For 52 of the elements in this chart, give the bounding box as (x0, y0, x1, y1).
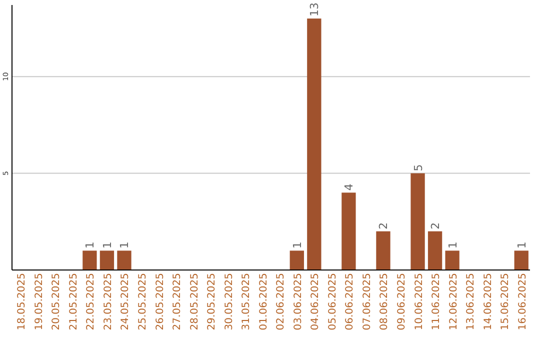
x-tick-label: 07.06.2025 (362, 273, 373, 330)
x-tick-label: 22.05.2025 (86, 273, 97, 330)
x-tick-label: 15.06.2025 (500, 273, 512, 330)
x-tick-label: 13.06.2025 (466, 273, 477, 330)
x-tick-label: 18.05.2025 (16, 273, 28, 330)
data-label: 2 (377, 222, 390, 230)
bar (376, 231, 390, 270)
x-tick-label: 27.05.2025 (172, 273, 184, 330)
bar (428, 231, 442, 270)
x-tick-label: 04.06.2025 (310, 273, 322, 330)
x-tick-label: 23.05.2025 (102, 273, 114, 330)
data-label: 13 (308, 2, 322, 17)
x-tick-label: 01.06.2025 (258, 273, 270, 330)
bar (117, 250, 132, 270)
x-tick-label: 30.05.2025 (224, 273, 235, 330)
x-tick-label: 05.06.2025 (327, 273, 338, 330)
x-tick-label: 16.06.2025 (517, 273, 528, 330)
x-tick-label: 20.05.2025 (51, 273, 62, 330)
x-tick-label: 21.05.2025 (68, 273, 80, 330)
x-tick-label: 26.05.2025 (154, 273, 166, 330)
x-tick-label: 14.06.2025 (482, 273, 494, 330)
data-label: 1 (446, 242, 460, 249)
bar (100, 250, 114, 270)
data-label: 1 (290, 242, 304, 249)
x-tick-label: 12.06.2025 (448, 273, 460, 330)
x-tick-label: 06.06.2025 (344, 273, 356, 330)
data-label: 5 (412, 164, 425, 172)
x-tick-label: 28.05.2025 (189, 273, 200, 330)
x-tick-label: 08.06.2025 (379, 273, 390, 330)
bar (514, 250, 528, 270)
x-tick-label: 03.06.2025 (292, 273, 304, 330)
data-label: 2 (429, 222, 442, 230)
data-label: 4 (342, 184, 356, 191)
bar (82, 250, 97, 270)
x-tick-label: 19.05.2025 (34, 273, 45, 330)
x-tick-label: 10.06.2025 (414, 273, 425, 330)
data-label: 1 (100, 242, 114, 249)
bar (342, 192, 356, 270)
x-tick-label: 29.05.2025 (206, 273, 218, 330)
data-label: 1 (515, 242, 528, 249)
x-tick-label: 09.06.2025 (396, 273, 408, 330)
x-tick-label: 24.05.2025 (120, 273, 132, 330)
data-label: 1 (84, 242, 97, 249)
bar (445, 250, 460, 270)
x-tick-label: 25.05.2025 (138, 273, 148, 330)
x-tick-label: 31.05.2025 (241, 273, 252, 330)
x-tick-label: 02.06.2025 (276, 273, 287, 330)
data-label: 1 (118, 242, 132, 249)
bar (290, 250, 304, 270)
bar (307, 18, 322, 270)
bar (410, 173, 425, 270)
x-tick-label: 11.06.2025 (431, 273, 442, 330)
